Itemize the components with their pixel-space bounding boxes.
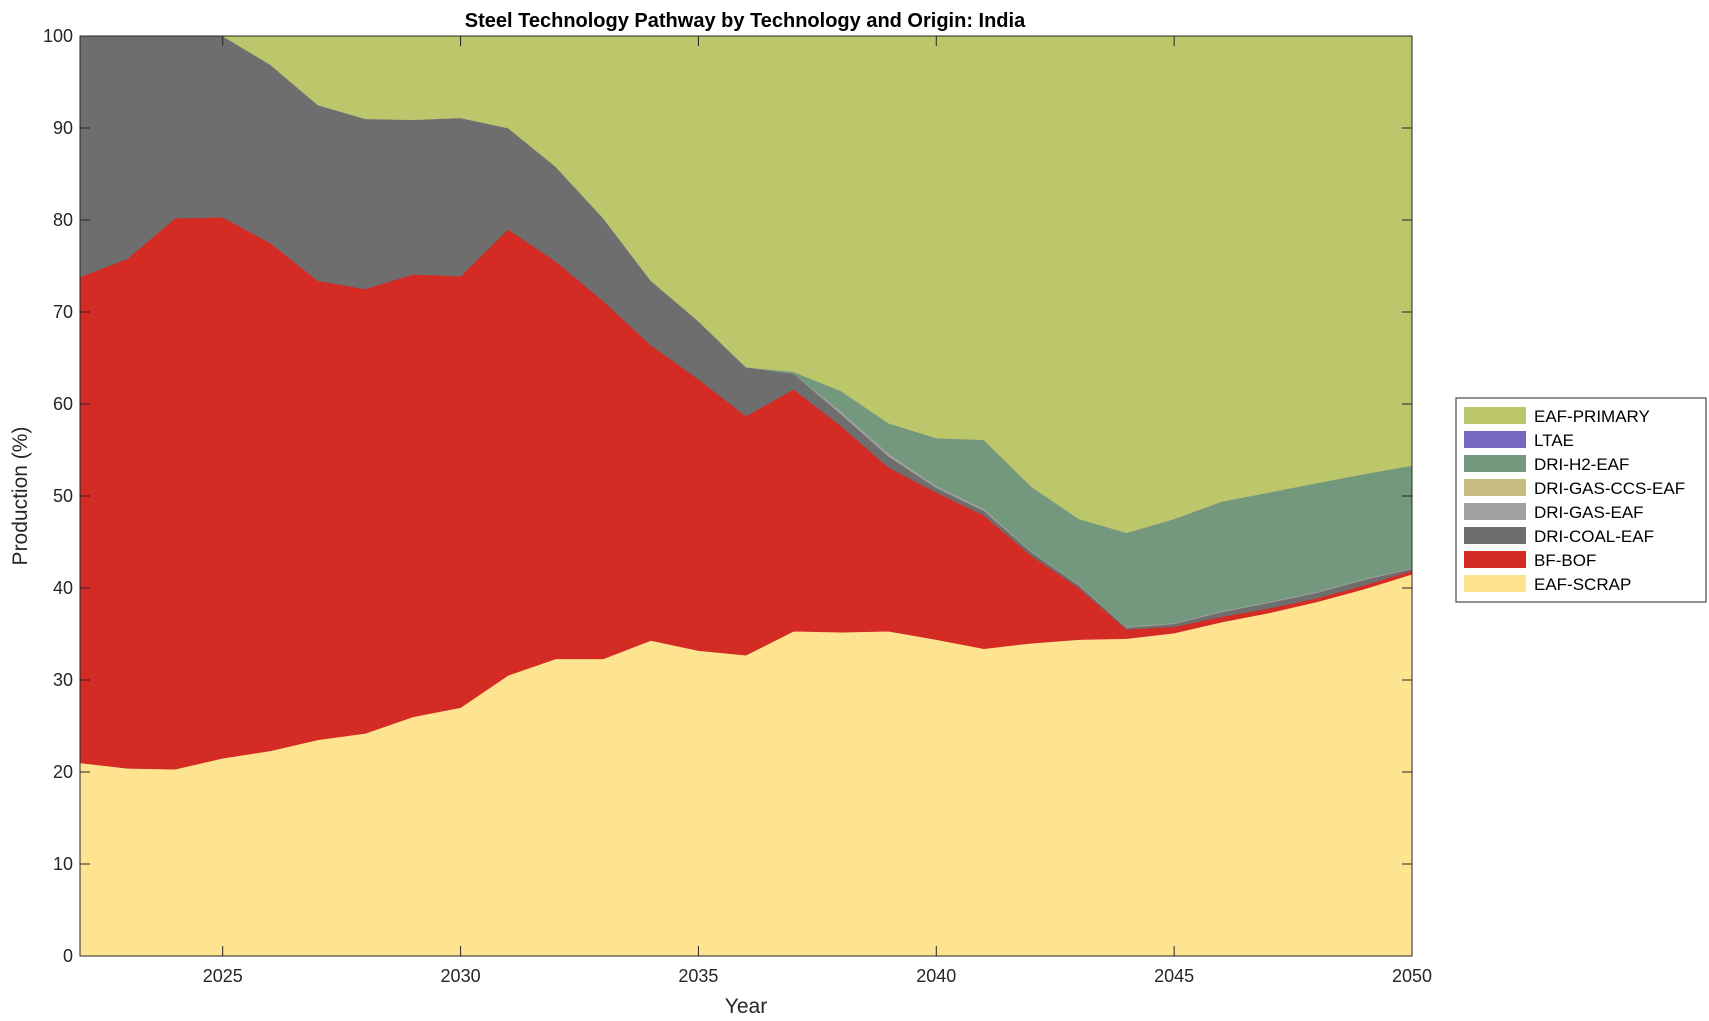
legend-label-bf-bof: BF-BOF <box>1534 551 1596 570</box>
legend-label-dri-gas-eaf: DRI-GAS-EAF <box>1534 503 1644 522</box>
legend-label-eaf-primary: EAF-PRIMARY <box>1534 407 1650 426</box>
plot-frame <box>79 35 1413 957</box>
legend-label-eaf-scrap: EAF-SCRAP <box>1534 575 1631 594</box>
y-tick-label: 50 <box>53 486 73 506</box>
y-tick-label: 70 <box>53 302 73 322</box>
y-axis-label: Production (%) <box>9 427 32 566</box>
legend-swatch-dri-coal-eaf <box>1464 527 1526 544</box>
x-tick-label: 2030 <box>441 966 481 986</box>
legend-label-dri-gas-ccs-eaf: DRI-GAS-CCS-EAF <box>1534 479 1685 498</box>
legend-swatch-ltae <box>1464 431 1526 448</box>
y-tick-label: 0 <box>63 946 73 966</box>
x-tick-label: 2035 <box>678 966 718 986</box>
y-tick-label: 10 <box>53 854 73 874</box>
legend-swatch-dri-h2-eaf <box>1464 455 1526 472</box>
legend-label-dri-coal-eaf: DRI-COAL-EAF <box>1534 527 1654 546</box>
x-axis-label: Year <box>725 995 767 1018</box>
legend-label-dri-h2-eaf: DRI-H2-EAF <box>1534 455 1629 474</box>
y-tick-label: 80 <box>53 210 73 230</box>
legend-label-ltae: LTAE <box>1534 431 1574 450</box>
x-tick-label: 2045 <box>1154 966 1194 986</box>
axis-ticks: 2025 2030 2035 2040 2045 20500102030405060708… <box>43 26 1432 986</box>
x-tick-label: 2050 <box>1392 966 1432 986</box>
legend-swatch-eaf-primary <box>1464 407 1526 424</box>
legend-swatch-dri-gas-ccs-eaf <box>1464 479 1526 496</box>
y-tick-label: 60 <box>53 394 73 414</box>
legend: EAF-PRIMARY LTAE DRI-H2-EAF DRI-GAS-CCS-EAF… <box>1455 397 1707 603</box>
x-tick-label: 2040 <box>916 966 956 986</box>
legend-swatch-eaf-scrap <box>1464 575 1526 592</box>
y-tick-label: 30 <box>53 670 73 690</box>
legend-box <box>1455 397 1707 603</box>
legend-swatch-bf-bof <box>1464 551 1526 568</box>
legend-swatch-dri-gas-eaf <box>1464 503 1526 520</box>
y-tick-label: 40 <box>53 578 73 598</box>
y-tick-label: 100 <box>43 26 73 46</box>
y-tick-label: 90 <box>53 118 73 138</box>
chart-title: Steel Technology Pathway by Technology a… <box>465 10 1026 32</box>
y-tick-label: 20 <box>53 762 73 782</box>
x-tick-label: 2025 <box>203 966 243 986</box>
area-layers <box>79 35 1413 957</box>
